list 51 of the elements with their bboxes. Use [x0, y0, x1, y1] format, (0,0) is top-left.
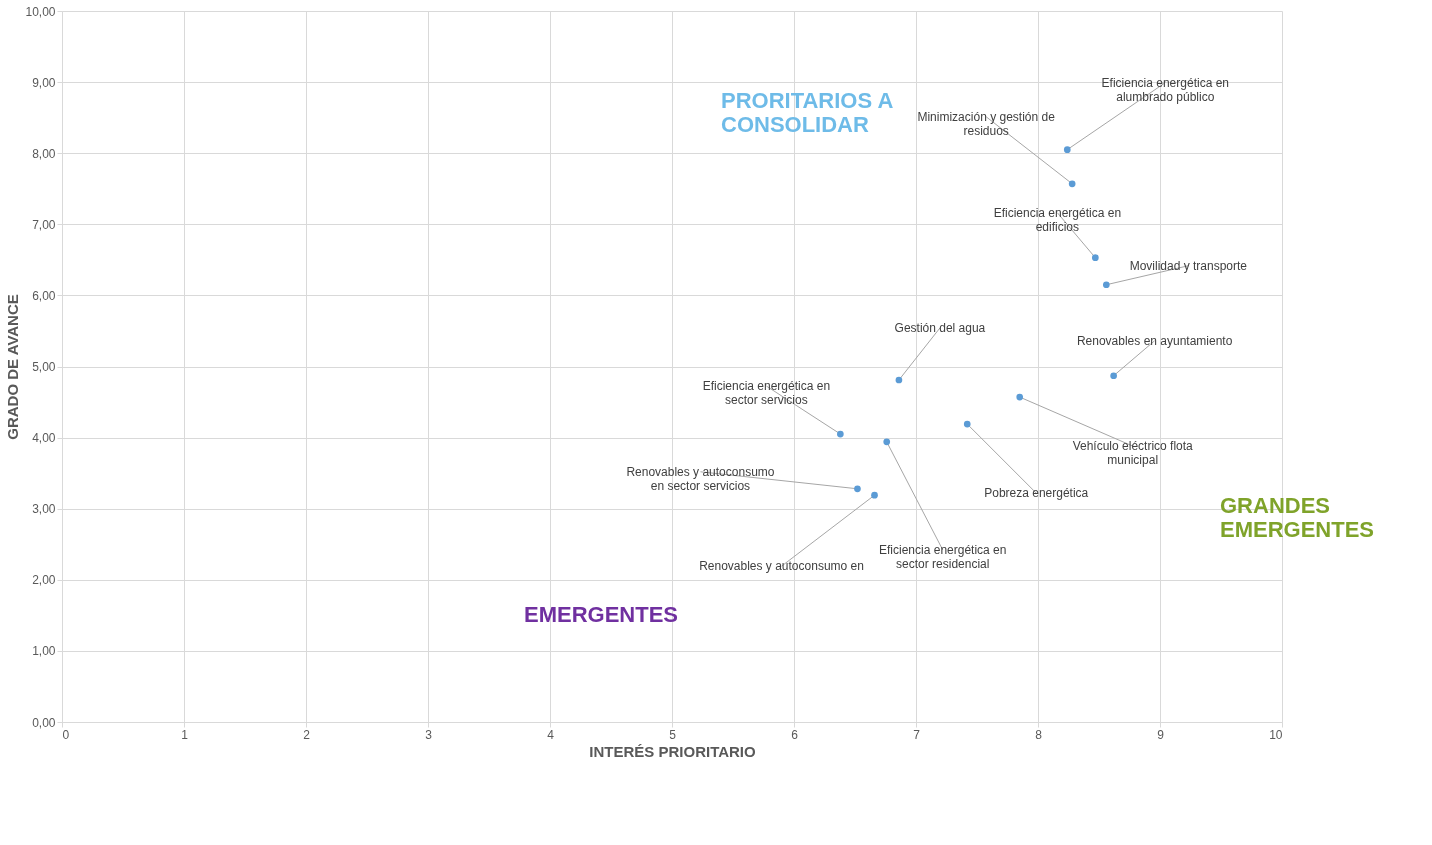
- text: Pobreza energética: [984, 486, 1089, 501]
- x-tick-label: 6: [791, 727, 799, 742]
- point: [837, 430, 844, 438]
- y-tick-label: 9,00: [32, 75, 56, 90]
- point: [1102, 281, 1110, 289]
- y-tick-label: 8,00: [32, 146, 56, 161]
- point: [1063, 146, 1071, 153]
- x-tick-label: 3: [425, 727, 433, 742]
- annotation: GRANDES EMERGENTES: [1220, 493, 1375, 542]
- y-tick-label: 0,00: [32, 715, 56, 730]
- x-axis-title: INTERÉS PRIORITARIO: [589, 742, 757, 760]
- point: [1091, 254, 1099, 262]
- x-tick-label: 8: [1035, 727, 1043, 742]
- text: Vehículo eléctrico flota municipal: [1072, 439, 1194, 468]
- point: [963, 420, 971, 428]
- text: Renovables y autoconsumo en: [699, 559, 864, 574]
- text: Eficiencia energética en sector servicios: [702, 379, 831, 408]
- point: [883, 438, 891, 446]
- y-tick-label: 6,00: [32, 288, 56, 303]
- text: Eficiencia energética en edificios: [993, 205, 1122, 234]
- x-tick-label: 7: [913, 727, 921, 742]
- point: [895, 376, 903, 384]
- y-axis-title: GRADO DE AVANCE: [4, 294, 22, 440]
- x-tick-label: 9: [1157, 727, 1165, 742]
- x-tick-label: 10: [1269, 727, 1283, 742]
- x-tick-label: 0: [62, 727, 70, 742]
- y-tick-label: 3,00: [32, 502, 56, 517]
- text: Minimización y gestión de residuos: [917, 109, 1056, 138]
- y-tick-label: 4,00: [32, 431, 56, 446]
- x-tick-label: 5: [669, 727, 677, 742]
- text: Gestión del agua: [894, 321, 986, 336]
- x-tick-label: 2: [303, 727, 311, 742]
- point: [1068, 180, 1076, 188]
- annotation: EMERGENTES: [524, 602, 679, 627]
- y-tick-label: 2,00: [32, 573, 56, 588]
- text: Renovables en ayuntamiento: [1076, 333, 1233, 348]
- point: [1016, 393, 1024, 401]
- point: [1110, 372, 1117, 380]
- series-label: Movilidad y transporte: [1129, 258, 1248, 273]
- text: Eficiencia energética en sector residencial: [879, 542, 1007, 571]
- annotation: PRORITARIOS A CONSOLIDAR: [721, 88, 894, 137]
- y-tick-label: 5,00: [32, 360, 56, 374]
- point: [854, 485, 861, 493]
- text: Eficiencia energética en alumbrado público: [1101, 75, 1229, 104]
- point: [871, 491, 878, 499]
- y-tick-label: 1,00: [32, 644, 56, 659]
- x-tick-label: 1: [181, 727, 189, 742]
- y-tick-label: 7,00: [32, 217, 56, 232]
- y-tick-label: 10,00: [25, 4, 56, 19]
- text: Renovables y autoconsumo en sector servicios: [626, 464, 775, 493]
- x-tick-label: 4: [547, 727, 555, 742]
